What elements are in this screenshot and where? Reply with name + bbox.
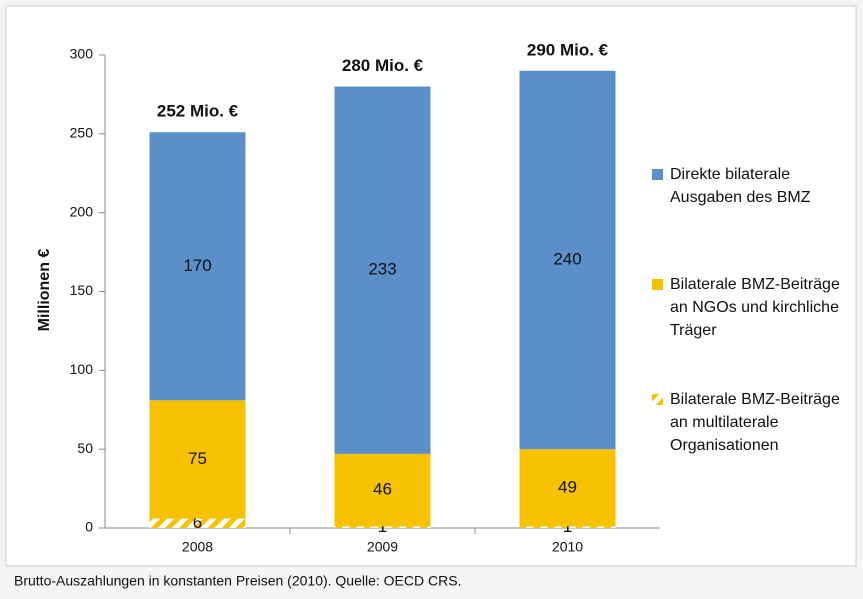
bar-segment [334,86,431,454]
x-tick-label: 2008 [182,539,213,555]
data-label: 46 [373,480,392,499]
frame [5,5,857,567]
bar-segment [519,70,616,450]
footnote: Brutto-Auszahlungen in konstanten Preise… [14,573,461,589]
data-label: 233 [368,260,396,279]
total-label: 280 Mio. € [342,56,424,75]
data-label: 240 [553,249,581,268]
bar-segment [334,526,431,528]
y-axis-label: Millionen € [36,249,53,332]
y-tick-label: 200 [70,203,94,219]
bar-segment [334,453,431,527]
legend-entry: Direkte bilaterale Ausgaben des BMZ [670,166,811,206]
data-label: 75 [188,449,207,468]
legend-swatch [652,169,663,180]
legend-swatch [652,279,663,290]
bar-segment [149,132,246,401]
legend-entry: Bilaterale BMZ-Beiträge an multilaterale… [670,391,840,454]
y-tick-label: 250 [70,125,94,141]
y-tick-label: 300 [70,46,94,62]
bar-segment [519,526,616,528]
data-label: 170 [183,256,211,275]
y-tick-label: 50 [77,440,93,456]
x-tick-label: 2010 [552,539,583,555]
x-tick-label: 2009 [367,539,398,555]
total-label: 252 Mio. € [157,102,239,121]
bar-segment [149,518,246,528]
y-tick-label: 0 [85,519,93,535]
bar-segment [149,400,246,519]
legend-entry: Bilaterale BMZ-Beiträge an NGOs und kirc… [670,276,840,339]
y-tick-label: 100 [70,361,94,377]
y-tick-label: 150 [70,282,94,298]
data-label: 6 [193,513,202,532]
bar-segment [519,449,616,527]
legend-swatch [652,394,663,405]
data-label: 49 [558,477,577,496]
total-label: 290 Mio. € [527,40,609,59]
